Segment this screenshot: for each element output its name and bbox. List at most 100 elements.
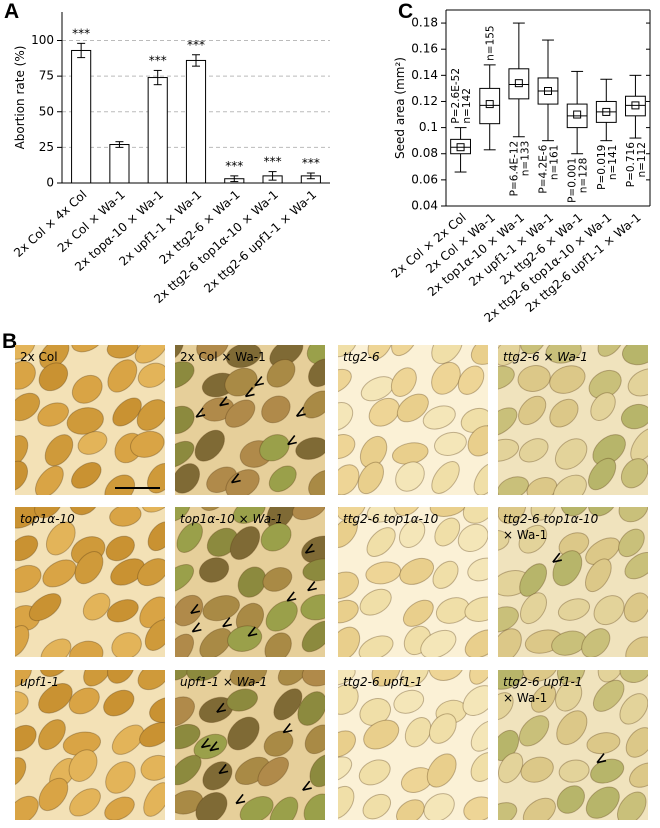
- seed: [269, 345, 304, 368]
- seed: [467, 425, 488, 457]
- seed: [137, 670, 165, 691]
- seed: [206, 527, 239, 557]
- photo-label: 2x Col: [20, 350, 58, 364]
- seed: [457, 365, 485, 395]
- annotation: P=0.019: [596, 145, 608, 190]
- panel-letter: A: [4, 0, 19, 23]
- seed: [549, 398, 579, 428]
- photo-label: upf1-1: [20, 675, 59, 689]
- arrowhead: [287, 435, 297, 446]
- seed: [42, 559, 77, 588]
- seed: [77, 430, 108, 455]
- seed: [137, 362, 165, 388]
- mean: [631, 101, 640, 110]
- y-tick-label: 0.12: [411, 94, 438, 108]
- seed: [584, 558, 612, 593]
- seed: [338, 571, 359, 600]
- seed: [338, 507, 366, 521]
- seed: [522, 670, 558, 682]
- box: [450, 138, 471, 155]
- y-tick-label: 75: [39, 69, 54, 83]
- seed: [262, 567, 293, 592]
- seed: [266, 359, 296, 388]
- seed: [15, 435, 29, 468]
- seed: [549, 365, 586, 394]
- seed: [530, 507, 557, 521]
- seed: [581, 628, 611, 657]
- seed: [15, 724, 37, 752]
- seed: [302, 558, 325, 582]
- seed: [338, 756, 353, 783]
- y-tick-label: 100: [31, 33, 54, 47]
- seed: [358, 759, 391, 786]
- y-tick-label: 0.14: [411, 68, 438, 82]
- seed: [111, 724, 145, 755]
- seed: [144, 619, 165, 651]
- seed: [199, 507, 229, 512]
- seed: [239, 796, 274, 820]
- seed: [498, 407, 518, 437]
- seed: [398, 519, 426, 548]
- seed: [434, 517, 461, 547]
- seed: [517, 365, 551, 392]
- seed: [176, 522, 203, 553]
- arrowhead: [216, 702, 226, 713]
- mean: [544, 87, 552, 96]
- seed: [225, 345, 262, 369]
- seed: [338, 464, 360, 495]
- seed: [357, 461, 384, 495]
- seed: [268, 465, 297, 493]
- arrowhead: [244, 386, 255, 398]
- seed: [269, 796, 299, 820]
- annotation: P=0.001: [567, 158, 579, 203]
- seed: [399, 557, 435, 585]
- y-tick-label: 0.16: [411, 42, 438, 56]
- seed: [338, 434, 356, 460]
- seed: [202, 761, 233, 791]
- seed: [338, 730, 356, 758]
- seed: [592, 679, 625, 712]
- seed: [15, 757, 27, 788]
- seed: [227, 716, 260, 751]
- photo-label: 2x Col × Wa-1: [180, 350, 266, 364]
- seed: [338, 402, 354, 431]
- seed: [498, 752, 524, 784]
- seed: [303, 793, 325, 820]
- arrowhead: [218, 763, 229, 775]
- seed: [338, 626, 361, 657]
- seed: [229, 670, 268, 687]
- seed: [518, 524, 548, 554]
- photo: 2x Col × Wa-1: [175, 345, 325, 495]
- seed: [104, 796, 135, 820]
- photo: ttg2-6 top1α-10: [338, 507, 488, 657]
- photo-label: × Wa-1: [503, 528, 547, 542]
- photo: ttg2-6 × Wa-1: [498, 345, 648, 495]
- bar: [147, 77, 168, 184]
- y-tick-label: 0.08: [411, 146, 438, 160]
- seed: [71, 461, 102, 489]
- seed: [464, 596, 488, 622]
- seed: [432, 560, 459, 589]
- seed: [175, 361, 195, 390]
- seed: [15, 392, 41, 422]
- seed: [470, 720, 488, 752]
- seed: [588, 507, 618, 517]
- seed: [627, 368, 648, 397]
- seed: [338, 670, 356, 687]
- seed: [422, 405, 456, 430]
- bar: [109, 144, 130, 184]
- seed: [530, 684, 557, 713]
- panel-letter: B: [2, 330, 17, 353]
- seed: [273, 688, 303, 721]
- seed: [175, 440, 195, 469]
- seed: [463, 796, 488, 820]
- seed: [38, 777, 69, 812]
- seed: [498, 802, 518, 820]
- significance: ***: [187, 38, 205, 52]
- seed: [467, 557, 488, 582]
- annotation: n=141: [607, 145, 619, 181]
- seed: [520, 756, 554, 783]
- seed: [107, 359, 138, 393]
- seed: [69, 788, 101, 817]
